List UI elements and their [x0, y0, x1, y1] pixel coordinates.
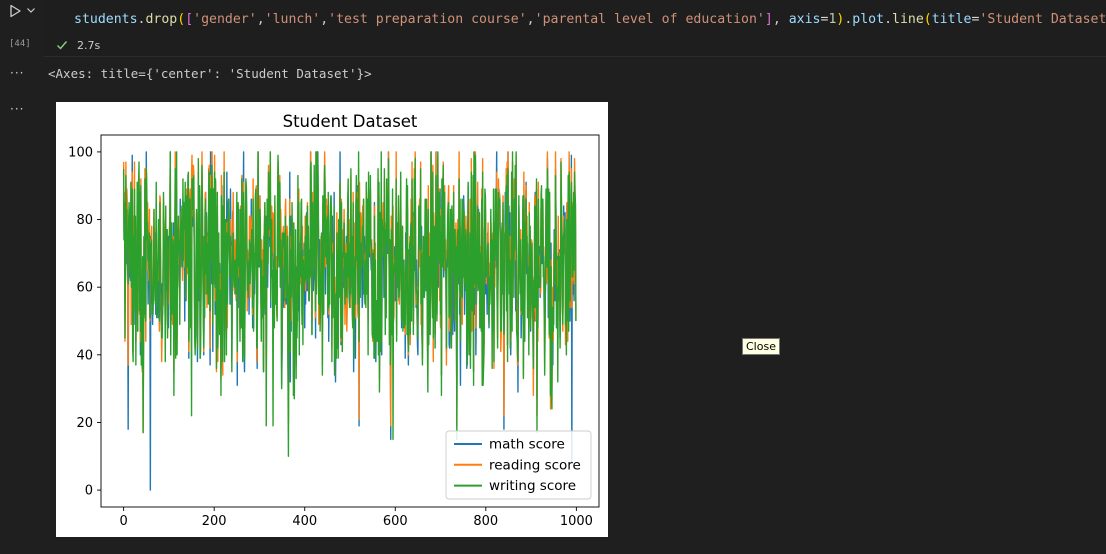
code-arg-1: 'lunch' — [264, 12, 321, 27]
execution-count: [44] — [9, 39, 31, 49]
close-tooltip: Close — [742, 338, 780, 355]
x-tick-label: 1000 — [560, 514, 593, 529]
code-plot: plot — [852, 12, 885, 27]
y-tick-label: 80 — [76, 213, 93, 228]
chevron-down-icon[interactable] — [25, 4, 37, 16]
check-icon — [57, 41, 68, 50]
plot-frame — [100, 134, 600, 508]
x-tick-label: 200 — [202, 514, 227, 529]
chart-lines — [122, 151, 577, 491]
line-chart: Student Dataset 0 200 400 600 800 1000 0 20 40 60 8… — [68, 112, 600, 529]
code-editor[interactable]: students.drop(['gender','lunch','test pr… — [44, 0, 1106, 56]
output-ellipsis-2[interactable]: ··· — [10, 102, 25, 116]
y-tick-label: 100 — [68, 145, 93, 160]
code-line[interactable]: students.drop(['gender','lunch','test pr… — [74, 12, 1106, 27]
x-tick-label: 400 — [292, 514, 317, 529]
code-arg-0: 'gender' — [193, 12, 257, 27]
cell-gutter: [44] — [0, 0, 44, 554]
chart-axes: Student Dataset 0 200 400 600 800 1000 0 20 40 60 8… — [68, 112, 600, 529]
code-axis-kw: axis — [788, 12, 821, 27]
chart-title: Student Dataset — [283, 112, 418, 131]
code-arg-2: 'test preparation course' — [328, 12, 527, 27]
x-tick-label: 0 — [119, 514, 127, 529]
legend-label: reading score — [489, 457, 581, 473]
cell-divider — [44, 56, 1106, 57]
output-ellipsis-1[interactable]: ··· — [10, 66, 25, 80]
chart-legend: math score reading score writing score — [445, 430, 592, 500]
legend-label: writing score — [489, 478, 576, 494]
play-icon — [10, 4, 21, 18]
legend-box — [445, 430, 592, 500]
execution-status: 2.7s — [56, 37, 100, 53]
series-line-2 — [122, 151, 577, 457]
code-axis-val: 1 — [828, 12, 837, 27]
code-method-drop: drop — [145, 12, 178, 27]
code-arg-3: 'parental level of education' — [534, 12, 765, 27]
code-var: students — [74, 12, 138, 27]
code-title-kw: title — [931, 12, 972, 27]
output-text: <Axes: title={'center': 'Student Dataset… — [48, 66, 372, 81]
y-tick-label: 40 — [76, 348, 93, 363]
x-tick-label: 800 — [473, 514, 498, 529]
legend-label: math score — [489, 437, 565, 453]
y-tick-label: 60 — [76, 281, 93, 296]
y-tick-label: 0 — [85, 484, 93, 499]
run-cell-button[interactable] — [7, 3, 23, 19]
y-tick-label: 20 — [76, 416, 93, 431]
x-tick-label: 600 — [383, 514, 408, 529]
plot-image: Student Dataset 0 200 400 600 800 1000 0 20 40 60 8… — [56, 102, 608, 537]
elapsed-time: 2.7s — [77, 38, 101, 52]
code-method-line: line — [892, 12, 924, 27]
code-title-val: 'Student Dataset' — [979, 12, 1106, 27]
